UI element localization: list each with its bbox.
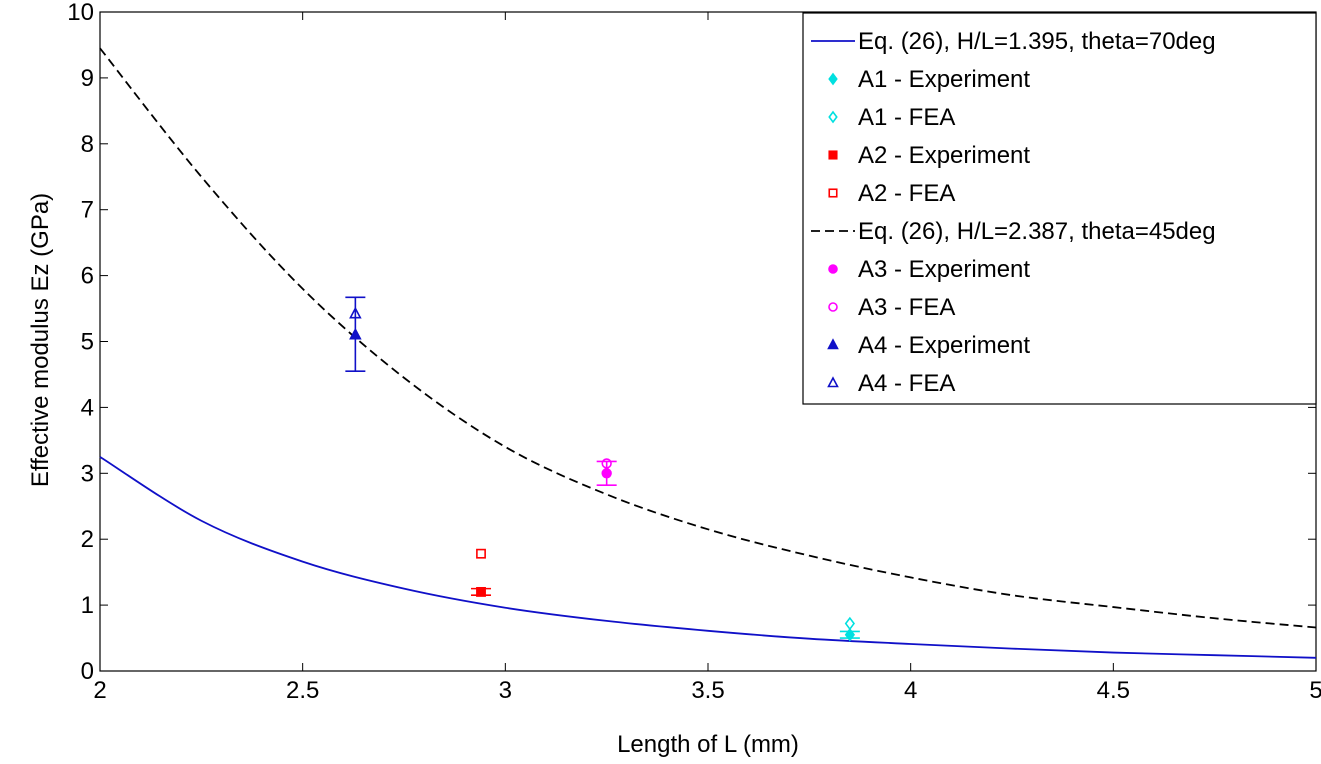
series-9	[345, 296, 366, 372]
axes: 2 2.5 3 3.5 4 4.5 5 0 1 2 3 4 5 6 7 8 9 10	[67, 0, 1321, 704]
series-line	[99, 456, 1317, 659]
legend-swatch	[827, 376, 839, 388]
y-tick-label: 0	[81, 658, 94, 685]
y-tick-label: 2	[81, 526, 94, 553]
plot-series	[99, 47, 1317, 659]
legend-box	[802, 12, 1317, 405]
legend-entry: Eq. (26), H/L=1.395, theta=70deg	[858, 28, 1216, 55]
legend-marker	[828, 302, 838, 312]
x-tick-label: 3.5	[691, 677, 724, 704]
series-6	[99, 47, 1317, 629]
series-8	[601, 458, 612, 469]
series-1	[99, 456, 1317, 659]
legend-entry: A1 - Experiment	[858, 66, 1030, 93]
x-tick-label: 4.5	[1097, 677, 1130, 704]
x-tick-label: 4	[904, 677, 917, 704]
legend: Eq. (26), H/L=1.395, theta=70deg A1 - Exp…	[802, 12, 1317, 405]
series-2	[839, 627, 860, 642]
x-tick-label: 2	[93, 677, 106, 704]
data-point	[476, 548, 486, 559]
legend-swatch	[828, 302, 838, 312]
legend-entry: A2 - FEA	[858, 180, 955, 207]
legend-entry: A4 - FEA	[858, 370, 955, 397]
data-point	[601, 458, 612, 469]
y-tick-label: 8	[81, 131, 94, 158]
legend-entry: A3 - FEA	[858, 294, 955, 321]
y-tick-label: 9	[81, 65, 94, 92]
series-7	[596, 460, 617, 486]
y-tick-label: 6	[81, 263, 94, 290]
legend-swatch	[828, 150, 838, 160]
y-tick-label: 10	[67, 0, 94, 26]
series-line	[99, 47, 1317, 629]
series-5	[476, 548, 486, 559]
legend-marker	[828, 72, 838, 86]
data-point	[476, 586, 486, 597]
series-10	[349, 306, 362, 319]
legend-swatch	[828, 72, 838, 86]
y-tick-label: 5	[81, 329, 94, 356]
series-4	[471, 586, 492, 597]
legend-swatch	[828, 264, 838, 274]
legend-entry: A3 - Experiment	[858, 256, 1030, 283]
legend-entry: A2 - Experiment	[858, 142, 1030, 169]
legend-marker	[828, 264, 838, 274]
data-point	[349, 327, 362, 340]
y-axis-label: Effective modulus Ez (GPa)	[27, 193, 54, 487]
data-point	[601, 468, 612, 479]
legend-marker	[828, 110, 838, 124]
series-3	[844, 616, 855, 631]
legend-marker	[828, 150, 838, 160]
x-axis-label: Length of L (mm)	[617, 731, 799, 758]
legend-entry: A4 - Experiment	[858, 332, 1030, 359]
legend-swatch	[828, 110, 838, 124]
data-point	[349, 306, 362, 319]
legend-entry: Eq. (26), H/L=2.387, theta=45deg	[858, 218, 1216, 245]
x-tick-label: 3	[499, 677, 512, 704]
y-tick-label: 3	[81, 460, 94, 487]
x-tick-label: 5	[1309, 677, 1321, 704]
y-tick-label: 7	[81, 197, 94, 224]
x-tick-label: 2.5	[286, 677, 319, 704]
legend-marker	[828, 188, 838, 198]
data-point	[844, 616, 855, 631]
data-point	[844, 627, 855, 642]
legend-marker	[827, 338, 839, 350]
y-tick-label: 4	[81, 394, 94, 421]
legend-marker	[827, 376, 839, 388]
legend-swatch	[828, 188, 838, 198]
legend-entry: A1 - FEA	[858, 104, 955, 131]
y-tick-label: 1	[81, 592, 94, 619]
legend-swatch	[827, 338, 839, 350]
